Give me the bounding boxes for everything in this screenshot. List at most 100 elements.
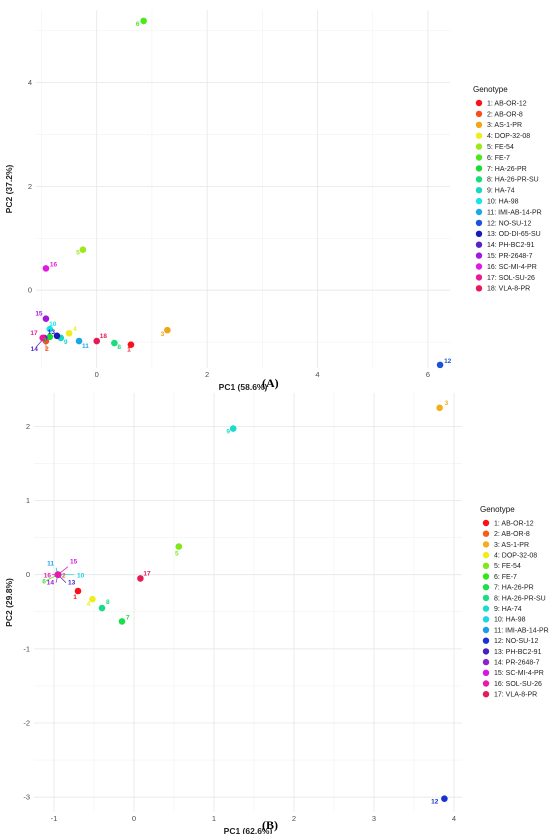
legend-label: 13: OD-DI-65-SU: [487, 231, 541, 238]
point-label-6: 6: [42, 579, 46, 586]
legend-swatch: [482, 562, 490, 569]
data-point-10: [46, 325, 54, 333]
point-label-9: 9: [226, 429, 230, 436]
legend-label: 17: SOL-SU-26: [487, 275, 535, 282]
x-tick-label: 4: [452, 814, 456, 823]
data-point-5: [79, 246, 87, 254]
legend-label: 14: PH-BC2-91: [487, 242, 535, 249]
data-point-7: [46, 333, 54, 341]
legend-swatch: [475, 263, 483, 270]
legend-title: Genotype: [480, 505, 515, 514]
legend-swatch: [475, 219, 483, 227]
legend-label: 7: HA-26-PR: [487, 166, 527, 173]
x-tick-label: 2: [292, 814, 296, 823]
data-point-12: [436, 361, 444, 369]
y-tick-label: -1: [23, 644, 30, 653]
data-point-17: [137, 575, 144, 582]
legend-label: 10: HA-98: [487, 199, 519, 206]
x-tick-label: 1: [212, 814, 216, 823]
point-label-9: 9: [64, 339, 68, 346]
point-label-18: 18: [100, 333, 108, 340]
data-point-17: [39, 334, 46, 342]
point-label-6: 6: [136, 21, 140, 28]
y-tick-label: -2: [23, 719, 30, 728]
data-point-16: [42, 265, 50, 272]
data-point-3: [436, 404, 443, 412]
point-label-16: 16: [50, 261, 58, 268]
legend-swatch: [482, 616, 490, 623]
x-axis-label: PC1 (58.6%): [219, 382, 268, 392]
legend-label: 16: SOL-SU-26: [494, 681, 542, 688]
legend-label: 3: AS-1-PR: [487, 122, 522, 129]
point-label-7: 7: [126, 614, 130, 621]
point-label-1: 1: [73, 594, 77, 601]
legend-swatch: [475, 176, 483, 183]
point-label-3: 3: [445, 400, 449, 407]
legend-label: 10: HA-98: [494, 617, 526, 624]
legend-label: 2: AB-OR-8: [487, 111, 523, 118]
point-label-12: 12: [431, 799, 439, 806]
point-label-12: 12: [444, 358, 452, 365]
legend-swatch: [475, 285, 483, 292]
data-point-6: [140, 17, 147, 25]
y-tick-label: 2: [26, 422, 30, 431]
legend-swatch: [475, 99, 483, 107]
legend-label: 9: HA-74: [494, 606, 522, 613]
legend-label: 16: SC-MI-4-PR: [487, 264, 537, 271]
legend-swatch: [475, 187, 483, 194]
legend-swatch: [475, 143, 483, 150]
legend-label: 8: HA-26-PR-SU: [487, 177, 539, 184]
legend-label: 4: DOP-32-08: [487, 133, 530, 140]
legend-label: 4: DOP-32-08: [494, 553, 537, 560]
legend-swatch: [482, 541, 490, 548]
point-label-14: 14: [47, 580, 55, 587]
legend-swatch: [475, 208, 483, 216]
x-tick-label: 0: [132, 814, 136, 823]
data-point-8: [111, 339, 118, 347]
data-point-18: [93, 337, 101, 345]
point-label-11: 11: [47, 561, 54, 568]
legend-swatch: [475, 252, 483, 259]
legend-swatch: [482, 637, 490, 644]
legend: Genotype 1: AB-OR-12 2: AB-OR-8 3: AS-1-PR 4…: [480, 505, 549, 699]
data-point-16: [54, 571, 62, 578]
legend-swatch: [482, 680, 490, 687]
legend-swatch: [475, 132, 483, 139]
data-point-3: [164, 326, 171, 334]
point-label-13: 13: [68, 580, 76, 587]
data-point-5: [175, 543, 183, 550]
data-point-1: [74, 587, 82, 595]
point-label-8: 8: [117, 344, 121, 351]
x-tick-label: 2: [205, 370, 209, 379]
x-tick-label: -1: [51, 814, 58, 823]
legend-title: Genotype: [473, 85, 508, 94]
legend-swatch: [475, 197, 483, 205]
point-label-2: 2: [62, 573, 66, 580]
major-gridlines: [36, 10, 450, 368]
legend-swatch: [482, 594, 490, 602]
legend-label: 15: PR-2648-7: [487, 253, 533, 260]
y-axis-label: PC2 (37.2%): [4, 165, 14, 214]
point-label-2: 2: [45, 346, 49, 353]
legend-swatch: [475, 154, 483, 161]
point-label-17: 17: [30, 330, 38, 337]
legend-swatch: [482, 519, 490, 527]
data-point-9: [229, 425, 237, 432]
legend-label: 5: FE-54: [494, 563, 521, 570]
legend-label: 14: PR-2648-7: [494, 660, 540, 667]
legend-label: 15: SC-MI-4-PR: [494, 670, 544, 677]
data-point-13: [53, 332, 61, 340]
legend-label: 17: VLA-8-PR: [494, 692, 537, 699]
legend-label: 1: AB-OR-12: [487, 100, 527, 107]
legend-label: 6: FE-7: [487, 155, 510, 162]
point-label-3: 3: [161, 331, 165, 338]
y-tick-label: 0: [26, 570, 30, 579]
point-label-1: 1: [127, 347, 131, 354]
legend-swatch: [482, 648, 490, 655]
legend-label: 12: NO-SU-12: [487, 220, 531, 227]
data-point-7: [118, 618, 126, 625]
point-label-15: 15: [35, 311, 43, 318]
legend-swatch: [482, 530, 490, 537]
